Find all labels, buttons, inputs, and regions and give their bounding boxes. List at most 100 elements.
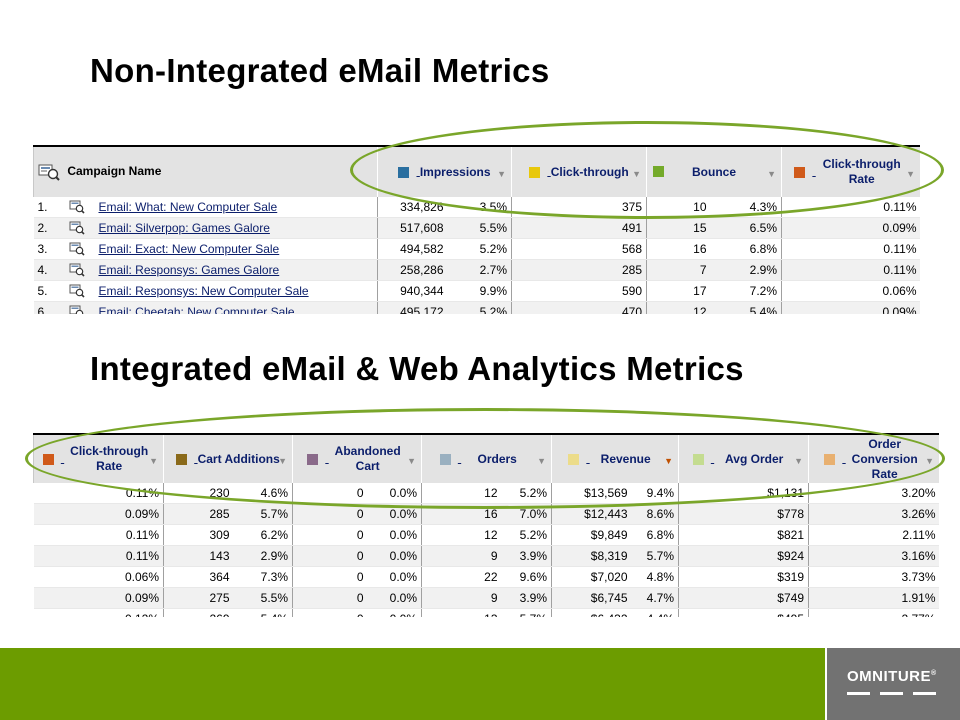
click-through-header-label: Click-through — [550, 164, 629, 179]
click-through-color-swatch — [529, 166, 541, 178]
cart-additions-value: 143 — [163, 545, 234, 567]
sort-active-arrow-icon[interactable]: ▼ — [664, 456, 673, 466]
sort-arrow-icon[interactable]: ▼ — [925, 456, 934, 466]
click-through-value: 285 — [511, 259, 648, 281]
cart-additions-percent: 5.4% — [233, 608, 293, 617]
abandoned-cart-value: 0 — [292, 524, 368, 546]
sort-arrow-icon[interactable]: ▼ — [632, 169, 642, 179]
column-header-revenue[interactable]: Revenue ▼ — [551, 435, 679, 483]
campaign-link[interactable]: Email: Exact: New Computer Sale — [94, 238, 378, 260]
sort-arrow-icon[interactable]: ▼ — [497, 169, 507, 179]
impressions-value: 258,286 — [377, 259, 448, 281]
order-conversion-rate-value: 3.73% — [808, 566, 939, 588]
table-row: 0.11% 230 4.6% 0 0.0% 12 5.2% $13,569 9.4% $1,131… — [33, 483, 939, 504]
bounce-value: 17 — [646, 280, 711, 302]
ctr-color-swatch — [794, 166, 806, 178]
sort-arrow-icon[interactable]: ▼ — [278, 456, 287, 466]
row-inspect-icon[interactable] — [64, 217, 95, 239]
avg-order-color-swatch — [692, 453, 704, 465]
avg-order-header-label: Avg Order — [725, 451, 784, 466]
column-header-orders[interactable]: Orders ▼ — [421, 435, 552, 483]
avg-order-value: $924 — [678, 545, 809, 567]
orders-value: 16 — [421, 503, 502, 525]
column-header-campaign-name[interactable]: Campaign Name — [33, 147, 378, 197]
bounce-percent: 5.4% — [710, 301, 783, 314]
brand-logo-text: OMNITURE® — [847, 668, 937, 685]
orders-percent: 3.9% — [501, 545, 552, 567]
cart-additions-value: 230 — [163, 483, 234, 504]
campaign-link[interactable]: Email: Cheetah: New Computer Sale — [94, 301, 378, 314]
sort-arrow-icon[interactable]: ▼ — [794, 456, 803, 466]
cart-additions-percent: 4.6% — [233, 483, 293, 504]
impressions-percent: 2.7% — [447, 259, 513, 281]
impressions-percent: 3.5% — [447, 197, 513, 218]
orders-color-swatch — [439, 453, 451, 465]
bounce-value: 15 — [646, 217, 711, 239]
campaign-link[interactable]: Email: Responsys: Games Galore — [94, 259, 378, 281]
column-header-impressions[interactable]: Impressions ▼ — [376, 147, 513, 197]
sort-arrow-icon[interactable]: ▼ — [149, 456, 158, 466]
click-through-rate-value: 0.06% — [33, 566, 164, 588]
column-header-click-through-rate[interactable]: Click-through Rate ▼ — [33, 435, 164, 483]
click-through-rate-value: 0.06% — [781, 280, 920, 302]
row-index: 2. — [33, 217, 65, 239]
abandoned-cart-percent: 0.0% — [367, 524, 422, 546]
row-index: 3. — [33, 238, 65, 260]
column-header-click-through-rate[interactable]: Click-through Rate ▼ — [781, 147, 920, 197]
click-through-value: 375 — [511, 197, 648, 218]
sort-arrow-icon[interactable]: ▼ — [906, 169, 916, 179]
row-inspect-icon[interactable] — [64, 259, 95, 281]
click-through-rate-value: 0.09% — [33, 503, 164, 525]
table-row: 0.12%2695.4%00.0%135.7%$6,4324.4%$4952.7… — [33, 608, 939, 617]
column-header-order-conversion-rate[interactable]: Order Conversion Rate ▼ — [808, 435, 939, 483]
sort-arrow-icon[interactable]: ▼ — [767, 169, 777, 179]
order-conversion-rate-value: 1.91% — [808, 587, 939, 609]
campaign-link[interactable]: Email: Responsys: New Computer Sale — [94, 280, 378, 302]
campaign-link[interactable]: Email: Silverpop: Games Galore — [94, 217, 378, 239]
abandoned-cart-percent: 0.0% — [367, 566, 422, 588]
bounce-value: 12 — [646, 301, 711, 314]
orders-value: 12 — [421, 483, 502, 504]
sort-arrow-icon[interactable]: ▼ — [537, 456, 546, 466]
table-row: 0.11% 143 2.9% 0 0.0% 9 3.9% $8,319 5.7% $924 3.16… — [33, 545, 939, 567]
avg-order-value: $319 — [678, 566, 809, 588]
column-header-avg-order[interactable]: Avg Order ▼ — [678, 435, 809, 483]
bounce-percent: 2.9% — [710, 259, 783, 281]
impressions-value: 940,344 — [377, 280, 448, 302]
row-inspect-icon[interactable] — [64, 197, 95, 218]
click-through-rate-value: 0.09% — [781, 217, 920, 239]
column-header-click-through[interactable]: Click-through ▼ — [511, 147, 648, 197]
impressions-value: 494,582 — [377, 238, 448, 260]
slide-title-non-integrated: Non-Integrated eMail Metrics — [90, 52, 550, 89]
table-row: 0.06% 364 7.3% 0 0.0% 22 9.6% $7,020 4.8% $319 3.7… — [33, 566, 939, 588]
orders-percent: 5.7% — [501, 608, 552, 617]
revenue-percent: 4.8% — [631, 566, 679, 588]
logo-dash — [913, 692, 936, 695]
order-conversion-rate-value: 3.16% — [808, 545, 939, 567]
revenue-header-label: Revenue — [600, 451, 651, 466]
table-row: 5. Email: Responsys: New Computer Sale 940… — [33, 280, 920, 302]
click-through-rate-value: 0.09% — [33, 587, 164, 609]
column-header-abandoned-cart[interactable]: Abandoned Cart ▼ — [292, 435, 422, 483]
row-inspect-icon[interactable] — [64, 238, 95, 260]
sort-arrow-icon[interactable]: ▼ — [407, 456, 416, 466]
abandoned-cart-value: 0 — [292, 608, 368, 617]
campaign-link[interactable]: Email: What: New Computer Sale — [94, 197, 378, 218]
revenue-value: $8,319 — [551, 545, 632, 567]
column-header-bounce[interactable]: Bounce ▼ — [646, 147, 783, 197]
cart-additions-value: 285 — [163, 503, 234, 525]
impressions-value: 334,826 — [377, 197, 448, 218]
column-header-cart-additions[interactable]: Cart Additions ▼ — [163, 435, 293, 483]
revenue-percent: 5.7% — [631, 545, 679, 567]
row-inspect-icon[interactable] — [64, 280, 95, 302]
click-through-value: 568 — [511, 238, 648, 260]
row-index: 6. — [33, 301, 65, 314]
avg-order-value: $778 — [678, 503, 809, 525]
row-index: 5. — [33, 280, 65, 302]
cart-additions-value: 309 — [163, 524, 234, 546]
row-inspect-icon[interactable] — [64, 301, 95, 314]
ctr-header-label: Click-through Rate — [70, 444, 149, 473]
ctr-header-label: Click-through Rate — [822, 157, 901, 186]
revenue-value: $7,020 — [551, 566, 632, 588]
impressions-color-swatch — [398, 166, 410, 178]
